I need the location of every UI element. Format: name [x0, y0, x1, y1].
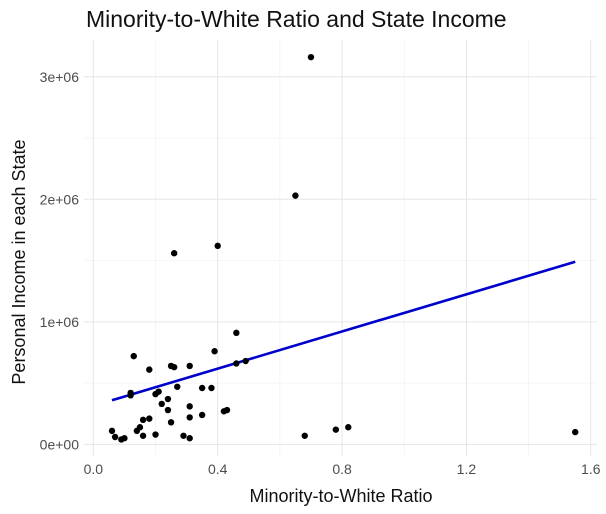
- x-axis-ticks: 0.0 0.4 0.8 1.2 1.6: [84, 461, 601, 477]
- data-point: [180, 432, 187, 439]
- data-point: [152, 431, 159, 438]
- x-axis-title: Minority-to-White Ratio: [249, 486, 432, 506]
- x-tick-label: 0.0: [84, 461, 104, 477]
- data-point: [242, 357, 249, 365]
- data-point: [332, 426, 340, 433]
- data-point: [139, 416, 147, 424]
- y-tick-label: 2e+06: [40, 191, 80, 207]
- y-tick-label: 0e+00: [40, 436, 80, 452]
- data-point: [139, 432, 147, 439]
- data-point: [198, 384, 206, 392]
- data-point: [146, 415, 153, 422]
- y-tick-label: 1e+06: [40, 314, 80, 330]
- data-point: [174, 383, 181, 390]
- x-tick-label: 1.2: [457, 461, 477, 477]
- data-point: [146, 366, 153, 373]
- data-point: [152, 390, 159, 398]
- data-point: [167, 419, 175, 426]
- data-point: [301, 432, 308, 439]
- data-point: [170, 363, 178, 371]
- data-point: [127, 389, 134, 397]
- chart-title: Minority-to-White Ratio and State Income: [86, 6, 507, 32]
- data-point: [233, 329, 240, 337]
- data-point: [170, 250, 178, 257]
- trend-line: [111, 260, 576, 402]
- y-axis-ticks: 0e+00 1e+06 2e+06 3e+06: [40, 69, 80, 453]
- data-point: [186, 403, 193, 410]
- data-point: [198, 411, 206, 419]
- data-point: [220, 408, 228, 415]
- data-points: [108, 53, 579, 443]
- data-point: [208, 384, 215, 392]
- data-point: [211, 348, 218, 355]
- data-point: [214, 242, 221, 250]
- data-point: [292, 192, 299, 199]
- regression-line: [111, 260, 576, 402]
- x-tick-label: 1.6: [581, 461, 601, 477]
- y-tick-label: 3e+06: [40, 69, 80, 85]
- data-point: [345, 424, 352, 431]
- x-tick-label: 0.4: [208, 461, 228, 477]
- data-point: [130, 352, 137, 360]
- data-point: [186, 435, 193, 442]
- data-point: [108, 427, 116, 435]
- y-axis-title: Personal Income in each State: [9, 139, 29, 384]
- data-point: [121, 435, 128, 442]
- data-point: [158, 400, 165, 408]
- data-point: [233, 360, 240, 367]
- grid-lines: [84, 40, 597, 456]
- data-point: [572, 428, 579, 436]
- data-point: [133, 427, 141, 435]
- data-point: [164, 395, 172, 403]
- data-point: [307, 53, 315, 61]
- data-point: [164, 406, 172, 414]
- data-point: [186, 414, 193, 421]
- data-point: [111, 433, 119, 441]
- data-point: [186, 362, 193, 370]
- x-tick-label: 0.8: [332, 461, 352, 477]
